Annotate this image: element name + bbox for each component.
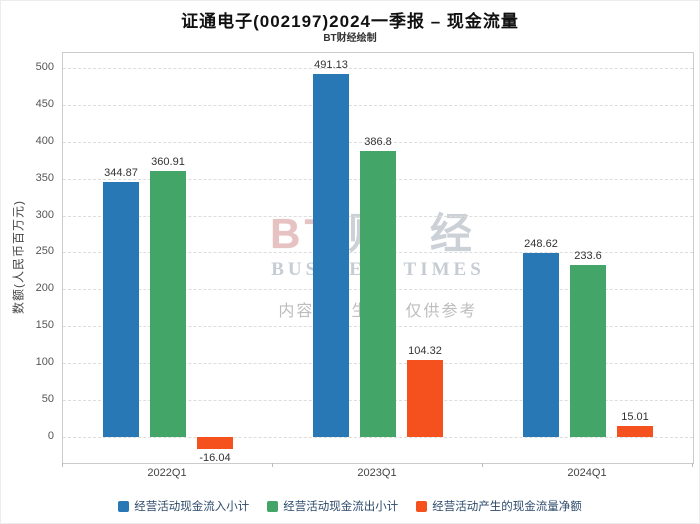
x-axis-label-2022Q1: 2022Q1	[147, 467, 187, 479]
chart-subtitle: BT财经绘制	[323, 33, 377, 44]
bar-value-label: 233.6	[574, 249, 602, 262]
x-axis-tick	[62, 463, 63, 467]
y-tick-label: 0	[47, 430, 54, 443]
y-tick-label: 200	[35, 282, 54, 295]
legend-label: 经营活动产生的现金流量净额	[432, 501, 582, 513]
bar-value-label: 386.8	[364, 136, 392, 149]
y-tick-label: 150	[35, 319, 54, 332]
bar-2024Q1-series1	[523, 253, 559, 438]
y-tick-label: 100	[35, 356, 54, 369]
legend-item-series1[interactable]: 经营活动现金流入小计	[118, 498, 249, 514]
x-axis: 2022Q1 2023Q1 2024Q1	[62, 463, 693, 481]
bar-2023Q1-series2	[360, 151, 396, 438]
y-tick-label: 500	[35, 60, 54, 73]
legend-marker	[416, 500, 428, 512]
legend: 经营活动现金流入小计 经营活动现金流出小计 经营活动产生的现金流量净额	[0, 498, 700, 514]
bar-value-label: 344.87	[104, 167, 138, 180]
y-tick-label: 350	[35, 171, 54, 184]
y-tick-label: 400	[35, 134, 54, 147]
chart-title: 证通电子(002197)2024一季报 – 现金流量	[181, 12, 519, 31]
x-axis-tick	[692, 463, 693, 467]
plot-area: BT财 经 BUSINESS TIMES 内容由AI生成，仅供参考 344.87…	[62, 52, 694, 464]
bar-value-label: 104.32	[408, 345, 442, 358]
bar-value-label: 15.01	[621, 411, 649, 424]
x-axis-tick	[482, 463, 483, 467]
bar-2022Q1-series1	[103, 182, 139, 438]
bar-value-label: 491.13	[314, 59, 348, 72]
bar-2023Q1-series3	[407, 360, 443, 438]
gridline	[63, 437, 693, 439]
bar-2023Q1-series1	[313, 74, 349, 438]
gridline	[63, 67, 693, 69]
y-tick-label: 450	[35, 97, 54, 110]
legend-item-series3[interactable]: 经营活动产生的现金流量净额	[416, 498, 582, 514]
bar-2022Q1-series2	[150, 170, 186, 438]
gridline	[63, 141, 693, 143]
bar-2024Q1-series3	[617, 426, 653, 438]
bar-value-label: 360.91	[151, 155, 185, 168]
legend-label: 经营活动现金流出小计	[283, 501, 399, 513]
gridline	[63, 104, 693, 106]
x-axis-label-2023Q1: 2023Q1	[357, 467, 397, 479]
y-axis: 0 50 100 150 200 250 300 350 400 450 500	[0, 52, 58, 462]
x-axis-tick	[272, 463, 273, 467]
y-tick-label: 250	[35, 245, 54, 258]
y-tick-label: 300	[35, 208, 54, 221]
x-axis-label-2024Q1: 2024Q1	[567, 467, 607, 479]
legend-marker	[267, 500, 279, 512]
bar-2024Q1-series2	[570, 264, 606, 438]
bar-2022Q1-series3	[197, 437, 233, 449]
bar-value-label: -16.04	[199, 451, 231, 464]
bar-value-label: 248.62	[524, 238, 558, 251]
legend-item-series2[interactable]: 经营活动现金流出小计	[267, 498, 398, 514]
legend-label: 经营活动现金流入小计	[134, 501, 250, 513]
y-tick-label: 50	[41, 393, 54, 406]
legend-marker	[118, 500, 130, 512]
